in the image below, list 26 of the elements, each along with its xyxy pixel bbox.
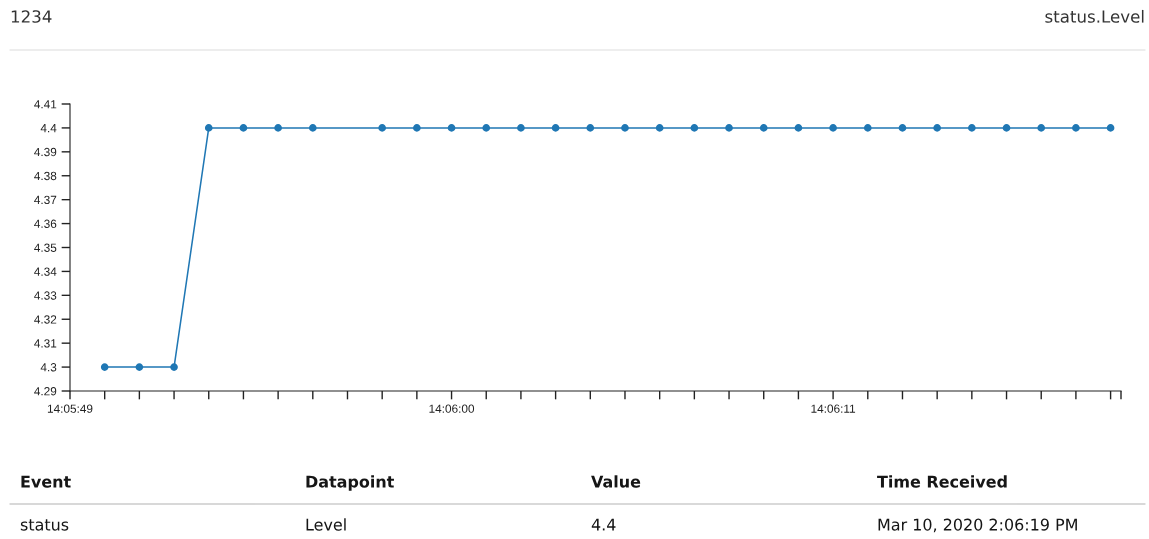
x-tick-label: 14:06:11 — [811, 404, 856, 413]
text: Mar 10, 2020 2:06:19 PM — [878, 518, 1077, 533]
text: Event — [21, 475, 71, 488]
text: Time Received — [877, 475, 1007, 488]
text: Level — [306, 518, 346, 531]
y-tick-label: 4.38 — [34, 171, 57, 181]
y-tick-label: 4.39 — [34, 147, 57, 157]
text: 4.4 — [591, 518, 616, 531]
y-tick-label: 4.33 — [34, 291, 57, 300]
y-tick-label: 4.37 — [34, 195, 57, 205]
y-tick-label: 4.35 — [34, 243, 57, 252]
y-tick-label: 4.41 — [34, 100, 57, 109]
x-tick-label: 14:05:49 — [47, 404, 93, 413]
y-tick-label: 4.3 — [40, 363, 57, 372]
chart-title: 1234 — [11, 10, 52, 23]
y-tick-label: 4.29 — [34, 387, 57, 396]
y-tick-label: 4.34 — [34, 267, 57, 276]
y-tick-label: 4.4 — [40, 124, 57, 133]
x-tick-label: 14:06:00 — [429, 404, 475, 413]
text: Datapoint — [306, 475, 394, 491]
y-tick-label: 4.36 — [34, 219, 57, 228]
chart-subtitle: status.Level — [1045, 9, 1144, 23]
text: status — [20, 519, 69, 531]
y-tick-label: 4.32 — [34, 315, 57, 324]
text: Value — [591, 475, 641, 488]
y-tick-label: 4.31 — [34, 339, 57, 348]
